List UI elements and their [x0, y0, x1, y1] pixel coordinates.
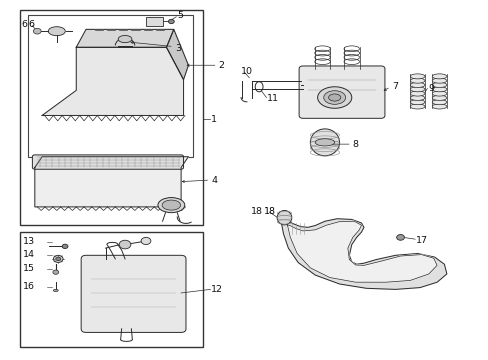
Text: 14: 14: [22, 250, 35, 259]
Circle shape: [396, 234, 404, 240]
Ellipse shape: [315, 139, 334, 146]
Ellipse shape: [431, 100, 446, 105]
Ellipse shape: [409, 104, 424, 109]
Text: 13: 13: [22, 237, 35, 246]
Ellipse shape: [431, 82, 446, 87]
Bar: [27, 15, 193, 157]
Text: 4: 4: [211, 176, 217, 185]
FancyBboxPatch shape: [32, 155, 183, 169]
Ellipse shape: [431, 87, 446, 92]
Text: 6: 6: [28, 19, 35, 28]
Circle shape: [119, 240, 131, 249]
Circle shape: [141, 237, 151, 244]
Text: 9: 9: [427, 84, 433, 93]
FancyBboxPatch shape: [299, 66, 384, 118]
Circle shape: [33, 28, 41, 34]
Text: 18: 18: [264, 207, 275, 216]
Text: 6: 6: [21, 19, 27, 28]
Text: 18: 18: [250, 207, 263, 216]
Text: 7: 7: [391, 82, 397, 91]
Ellipse shape: [431, 91, 446, 96]
Ellipse shape: [431, 74, 446, 79]
Circle shape: [53, 270, 59, 274]
Text: 17: 17: [415, 236, 427, 245]
Polygon shape: [76, 30, 173, 47]
Ellipse shape: [118, 36, 132, 42]
Ellipse shape: [409, 91, 424, 96]
Text: 2: 2: [218, 61, 224, 70]
Ellipse shape: [409, 78, 424, 83]
Ellipse shape: [431, 78, 446, 83]
Text: 12: 12: [211, 285, 223, 294]
Ellipse shape: [409, 82, 424, 87]
Text: 8: 8: [352, 140, 358, 149]
Ellipse shape: [323, 91, 345, 104]
Ellipse shape: [158, 198, 184, 213]
Polygon shape: [287, 221, 436, 282]
Text: 10: 10: [240, 67, 252, 76]
Ellipse shape: [409, 74, 424, 79]
Ellipse shape: [409, 95, 424, 100]
Ellipse shape: [53, 289, 58, 292]
Text: 5: 5: [177, 11, 183, 20]
FancyBboxPatch shape: [81, 255, 185, 332]
Circle shape: [53, 255, 63, 262]
Ellipse shape: [317, 87, 351, 108]
Ellipse shape: [431, 95, 446, 100]
Bar: [145, 17, 163, 26]
Ellipse shape: [310, 129, 339, 156]
Polygon shape: [281, 219, 446, 289]
Circle shape: [62, 244, 68, 248]
Circle shape: [56, 257, 61, 261]
Polygon shape: [166, 30, 188, 80]
Text: 15: 15: [22, 265, 35, 274]
Ellipse shape: [409, 100, 424, 105]
Ellipse shape: [48, 27, 65, 36]
Polygon shape: [35, 157, 188, 207]
Text: 11: 11: [267, 94, 279, 103]
Text: 1: 1: [211, 114, 217, 123]
Text: 16: 16: [22, 282, 35, 291]
Ellipse shape: [162, 200, 180, 210]
Ellipse shape: [328, 94, 340, 101]
Bar: [20, 232, 203, 347]
Text: 3: 3: [174, 44, 181, 53]
Polygon shape: [42, 47, 183, 116]
Ellipse shape: [431, 104, 446, 109]
Bar: [20, 10, 203, 225]
Ellipse shape: [277, 211, 291, 225]
Ellipse shape: [409, 87, 424, 92]
Circle shape: [168, 19, 174, 24]
